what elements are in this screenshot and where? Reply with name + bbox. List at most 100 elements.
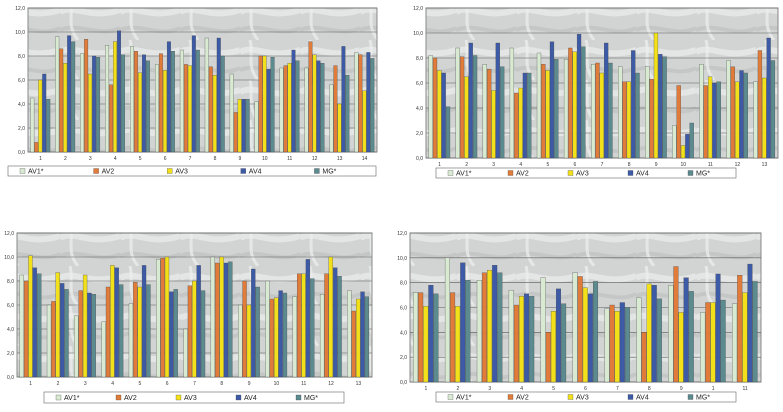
- bar-av3-6: [164, 256, 170, 378]
- bar-av1-1: [19, 274, 24, 378]
- bar-av1-11: [279, 67, 284, 153]
- bar-av1-1: [413, 292, 419, 383]
- bar-chart-1: 0,02,04,06,08,010,012,01 2 3 4 5 6 7 8 9 10 11 12 13…: [7, 6, 378, 177]
- bar-mg-11: [752, 281, 758, 383]
- bar-av1-1: [30, 97, 35, 153]
- bar-av4-5: [141, 265, 147, 378]
- bar-av1-7: [591, 64, 596, 159]
- bar-av3-7: [599, 72, 604, 159]
- bar-av4-8: [216, 37, 221, 153]
- bar-av4-5: [549, 41, 555, 159]
- bar-av2-2: [459, 56, 465, 159]
- bar-av2-10: [705, 302, 711, 383]
- x-tick-label: 12: [328, 381, 334, 387]
- bar-av3-6: [162, 70, 167, 153]
- bar-mg-9: [255, 286, 260, 378]
- bar-av4-12: [333, 267, 338, 378]
- y-tick-label: 10,0: [15, 30, 25, 36]
- bar-av4-8: [631, 50, 636, 159]
- bar-av4-10: [685, 134, 690, 159]
- bar-mg-7: [195, 49, 200, 153]
- legend-swatch: [567, 394, 574, 400]
- legend-label: AV1*: [64, 395, 80, 402]
- legend-label: AV4: [249, 169, 262, 176]
- bar-mg-11: [716, 81, 721, 159]
- bar-mg-13: [345, 75, 350, 153]
- bar-av4-3: [495, 42, 500, 159]
- x-tick-label: 14: [362, 156, 368, 162]
- bar-mg-1: [46, 99, 51, 153]
- y-tick-label: 8,0: [7, 279, 14, 285]
- bar-av1-7: [183, 328, 188, 378]
- bar-mg-2: [465, 280, 471, 383]
- bar-av3-1: [423, 306, 429, 383]
- bar-av2-9: [673, 266, 679, 383]
- bar-av4-9: [241, 99, 246, 153]
- bar-av3-1: [28, 255, 33, 378]
- legend-label: AV2: [516, 171, 529, 178]
- bar-mg-1: [445, 106, 451, 159]
- chart-panel-3: 0,0 2,0 4,0 6,0 8,0 10,0 12,0 1 2 3 4 5 6 7 8 9 10 11 12 13…: [0, 226, 385, 407]
- legend: [435, 167, 737, 179]
- x-tick-label: 13: [762, 162, 768, 168]
- y-tick-label: 8,0: [400, 281, 407, 287]
- bar-av2-12: [730, 66, 735, 159]
- bar-mg-11: [310, 278, 315, 378]
- bar-av4-5: [142, 54, 146, 153]
- legend-label: AV4: [636, 395, 649, 402]
- bar-mg-2: [64, 289, 69, 378]
- bar-av1-14: [354, 52, 359, 153]
- bar-av4-6: [587, 293, 593, 383]
- legend-swatch: [175, 394, 182, 401]
- x-tick-label: 13: [337, 156, 343, 162]
- legend-label: MG*: [696, 395, 710, 402]
- bar-mg-9: [245, 99, 250, 153]
- bar-av4-13: [341, 46, 346, 153]
- bar-mg-11: [295, 60, 300, 153]
- bar-av3-2: [63, 63, 68, 153]
- bar-chart-3: 0,02,04,06,08,010,012,01 2 3 4 5 6 7 8 9 10 11 12 13…: [4, 231, 373, 404]
- legend-swatch: [687, 394, 694, 400]
- x-tick-label: 7: [193, 381, 196, 387]
- bar-mg-10: [720, 299, 726, 383]
- bar-av3-11: [287, 63, 292, 153]
- x-tick-label: 11: [301, 381, 306, 387]
- bar-av2-11: [283, 65, 288, 153]
- y-tick-label: 4,0: [416, 106, 423, 112]
- bar-av1-2: [455, 47, 460, 159]
- bar-mg-5: [561, 303, 567, 383]
- bar-av3-5: [550, 311, 556, 383]
- y-tick-label: 6,0: [416, 81, 423, 87]
- legend-swatch: [447, 170, 454, 176]
- y-tick-label: 10,0: [397, 256, 407, 262]
- bar-av4-13: [766, 37, 771, 159]
- bar-av1-13: [753, 81, 758, 159]
- bar-av2-1: [432, 57, 438, 159]
- bar-av4-1: [32, 267, 37, 378]
- bar-av2-3: [481, 272, 487, 383]
- bar-mg-4: [529, 296, 535, 383]
- bar-av3-3: [88, 73, 93, 153]
- bar-av2-5: [545, 332, 551, 383]
- bar-av2-9: [649, 79, 654, 159]
- bar-av4-5: [555, 288, 561, 383]
- bar-av4-7: [604, 42, 609, 159]
- bar-av2-7: [609, 304, 615, 383]
- x-tick-label: 6: [584, 386, 587, 392]
- bar-av3-11: [707, 76, 713, 159]
- legend-label: AV3: [175, 169, 188, 176]
- bar-av3-1: [437, 70, 442, 159]
- legend-swatch: [235, 394, 242, 401]
- bar-av1-10: [672, 125, 677, 159]
- bar-av3-13: [356, 298, 361, 378]
- x-tick-label: 12: [735, 162, 741, 168]
- x-tick-label: 1: [29, 381, 32, 387]
- y-tick-label: 12,0: [15, 6, 25, 12]
- x-tick-label: 4: [111, 381, 114, 387]
- bar-av3-9: [678, 312, 684, 383]
- bar-av2-12: [308, 41, 313, 153]
- bar-av3-7: [187, 65, 192, 153]
- bar-av2-2: [450, 292, 456, 383]
- bar-av2-7: [183, 64, 188, 153]
- bar-av2-9: [242, 280, 247, 378]
